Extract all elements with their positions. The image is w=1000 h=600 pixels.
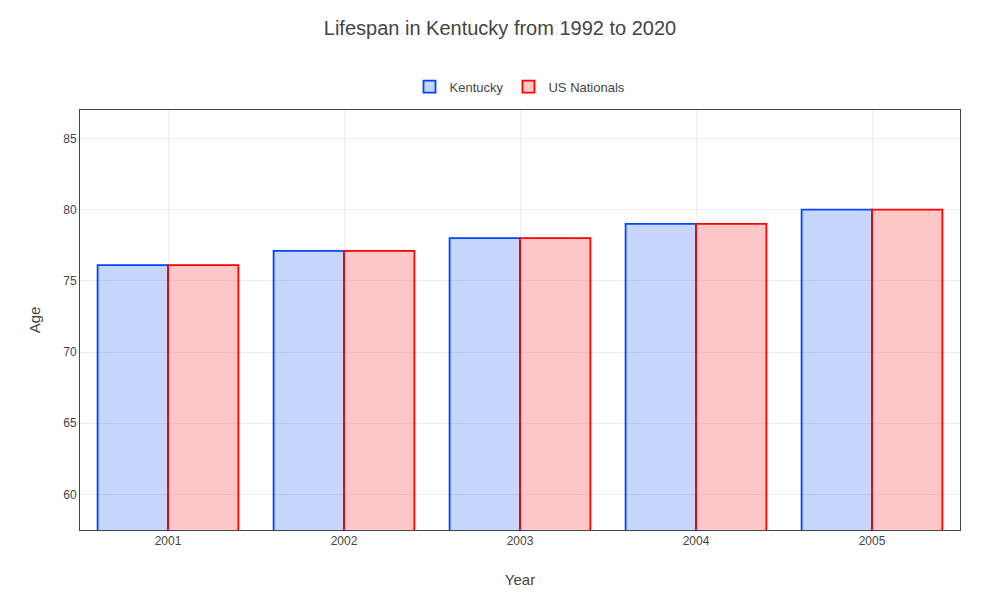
svg-text:2002: 2002	[331, 534, 358, 548]
svg-text:Year: Year	[505, 571, 535, 588]
svg-text:80: 80	[63, 203, 77, 217]
svg-text:65: 65	[63, 416, 77, 430]
svg-text:75: 75	[63, 274, 77, 288]
svg-text:2005: 2005	[859, 534, 886, 548]
svg-text:60: 60	[63, 488, 77, 502]
svg-text:US Nationals: US Nationals	[548, 80, 624, 95]
svg-text:85: 85	[63, 132, 77, 146]
svg-text:Lifespan in Kentucky from 1992: Lifespan in Kentucky from 1992 to 2020	[324, 17, 676, 39]
svg-text:Kentucky: Kentucky	[450, 80, 504, 95]
svg-text:Age: Age	[26, 307, 43, 334]
svg-text:70: 70	[63, 345, 77, 359]
svg-text:2001: 2001	[155, 534, 182, 548]
svg-text:2004: 2004	[683, 534, 710, 548]
svg-text:2003: 2003	[507, 534, 534, 548]
